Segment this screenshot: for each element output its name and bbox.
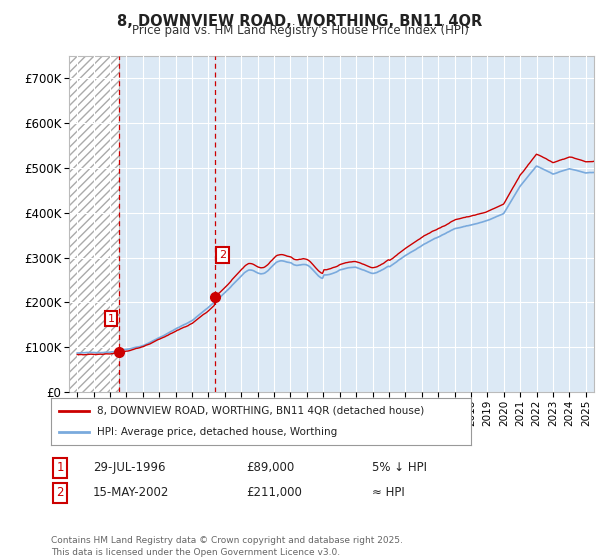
Text: ≈ HPI: ≈ HPI xyxy=(372,486,405,500)
Text: £89,000: £89,000 xyxy=(246,461,294,474)
Text: Price paid vs. HM Land Registry's House Price Index (HPI): Price paid vs. HM Land Registry's House … xyxy=(131,24,469,37)
Text: 1: 1 xyxy=(107,314,115,324)
Text: 2: 2 xyxy=(219,250,226,260)
Text: 29-JUL-1996: 29-JUL-1996 xyxy=(93,461,166,474)
Text: 2: 2 xyxy=(56,486,64,500)
Text: 15-MAY-2002: 15-MAY-2002 xyxy=(93,486,169,500)
Text: 8, DOWNVIEW ROAD, WORTHING, BN11 4QR: 8, DOWNVIEW ROAD, WORTHING, BN11 4QR xyxy=(118,14,482,29)
Bar xyxy=(69,56,119,392)
Text: £211,000: £211,000 xyxy=(246,486,302,500)
Text: 5% ↓ HPI: 5% ↓ HPI xyxy=(372,461,427,474)
Text: HPI: Average price, detached house, Worthing: HPI: Average price, detached house, Wort… xyxy=(97,427,337,437)
Text: 1: 1 xyxy=(56,461,64,474)
Text: Contains HM Land Registry data © Crown copyright and database right 2025.
This d: Contains HM Land Registry data © Crown c… xyxy=(51,536,403,557)
Text: 8, DOWNVIEW ROAD, WORTHING, BN11 4QR (detached house): 8, DOWNVIEW ROAD, WORTHING, BN11 4QR (de… xyxy=(97,406,424,416)
